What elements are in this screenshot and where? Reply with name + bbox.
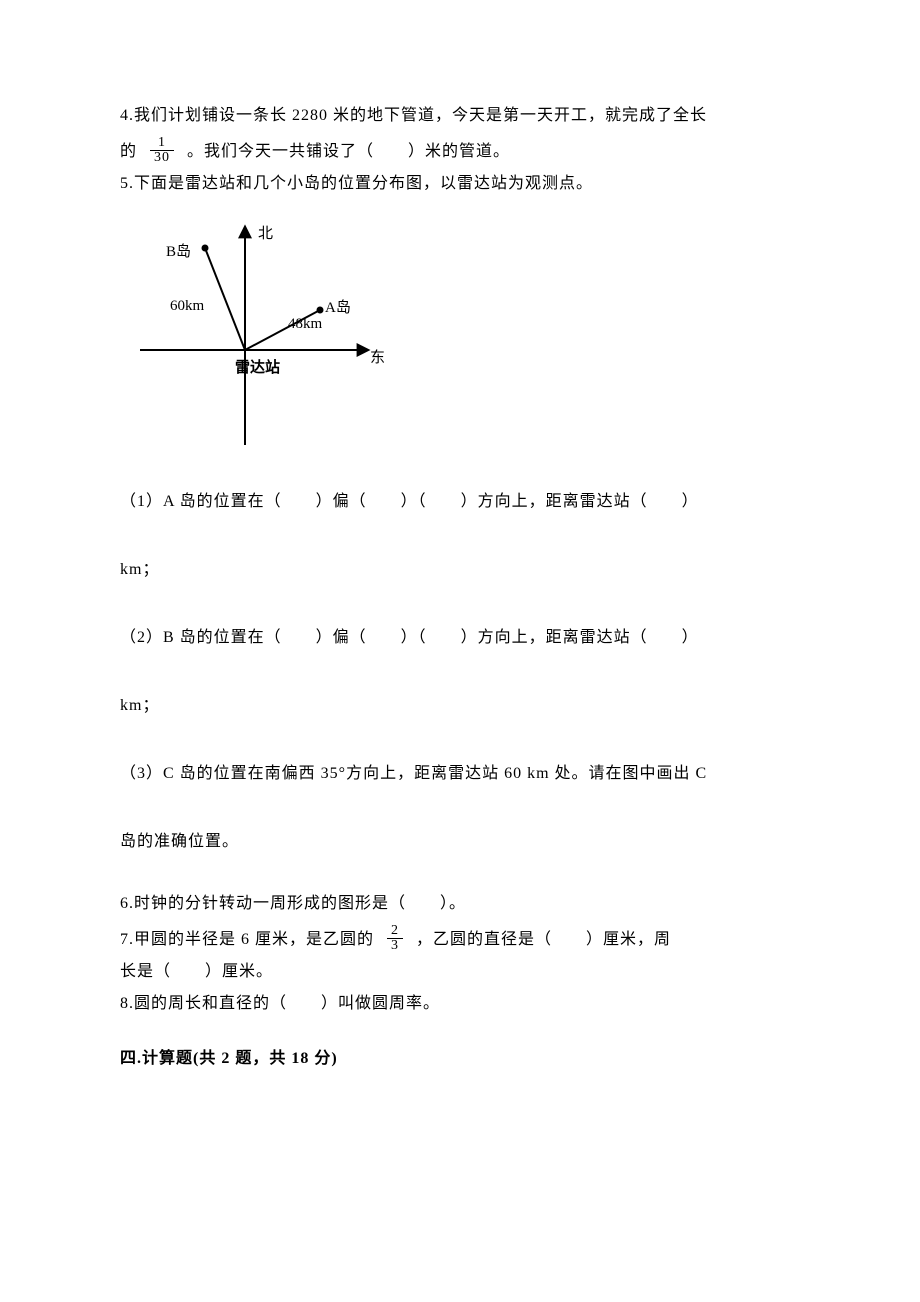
q4-line1: 4.我们计划铺设一条长 2280 米的地下管道，今天是第一天开工，就完成了全长: [120, 100, 800, 132]
q4-line2: 的 1 30 。我们今天一共铺设了（ ）米的管道。: [120, 136, 800, 168]
label-b-dist: 60km: [170, 298, 204, 315]
q8: 8.圆的周长和直径的（ ）叫做圆周率。: [120, 988, 800, 1020]
q5-intro: 5.下面是雷达站和几个小岛的位置分布图，以雷达站为观测点。: [120, 168, 800, 200]
label-b-island: B岛: [166, 240, 191, 261]
q4-prefix: 的: [120, 143, 137, 160]
label-east: 东: [370, 346, 385, 367]
label-a-dist: 48km: [288, 316, 322, 333]
q7-fraction: 2 3: [387, 924, 403, 953]
q4-frac-den: 30: [150, 151, 174, 165]
q7-frac-den: 3: [387, 939, 403, 953]
section-4-heading: 四.计算题(共 2 题，共 18 分): [120, 1044, 800, 1068]
q5-p1-l1: （1）A 岛的位置在（ ）偏（ ）（ ）方向上，距离雷达站（ ）: [120, 486, 800, 518]
q5-p2-l1: （2）B 岛的位置在（ ）偏（ ）（ ）方向上，距离雷达站（ ）: [120, 622, 800, 654]
label-station: 雷达站: [235, 356, 280, 377]
label-north: 北: [258, 222, 273, 243]
q5-p1-l2: km；: [120, 554, 800, 586]
q4-suffix: 。我们今天一共铺设了（ ）米的管道。: [187, 143, 510, 160]
label-a-island: A岛: [325, 296, 351, 317]
q7-prefix: 7.甲圆的半径是 6 厘米，是乙圆的: [120, 931, 374, 948]
q7-line2: 长是（ ）厘米。: [120, 956, 800, 988]
q5-p2-l2: km；: [120, 690, 800, 722]
q5-p3-l2: 岛的准确位置。: [120, 826, 800, 858]
q5-diagram: 北 东 雷达站 A岛 48km B岛 60km: [140, 220, 400, 450]
q6: 6.时钟的分针转动一周形成的图形是（ ）。: [120, 888, 800, 920]
q7-frac-num: 2: [387, 924, 403, 939]
q4-fraction: 1 30: [150, 136, 174, 165]
q5-p3-l1: （3）C 岛的位置在南偏西 35°方向上，距离雷达站 60 km 处。请在图中画…: [120, 758, 800, 790]
q7-line1: 7.甲圆的半径是 6 厘米，是乙圆的 2 3 ，乙圆的直径是（ ）厘米，周: [120, 924, 800, 956]
q4-frac-num: 1: [150, 136, 174, 151]
q7-suffix1: ，乙圆的直径是（ ）厘米，周: [416, 931, 671, 948]
